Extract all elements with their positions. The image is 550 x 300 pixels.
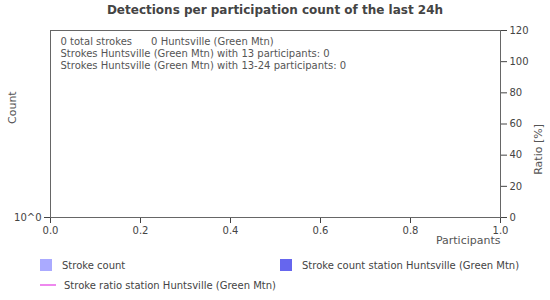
svg-text:0.2: 0.2 — [133, 225, 149, 236]
html-text:Stroke count: Stroke count — [62, 259, 126, 271]
svg-text:0.6: 0.6 — [313, 225, 329, 236]
svg-text:10^0: 10^0 — [14, 212, 41, 223]
svg-text:0: 0 — [510, 212, 516, 223]
svg-text:0 total strokes 0 Huntsvi: 0 total strokes 0 Huntsville (Green Mtn)… — [61, 36, 347, 71]
svg-text:Participants: Participants — [436, 234, 501, 247]
svg-text:Ratio [%]: Ratio [%] — [532, 124, 545, 175]
html-text:Stroke ratio station Huntsvill: Stroke ratio station Huntsville (Green M… — [64, 279, 276, 291]
html-text:Stroke count station Huntsvill: Stroke count station Huntsville (Green M… — [302, 259, 520, 271]
svg-text:40: 40 — [510, 149, 523, 160]
svg-text:1.0: 1.0 — [492, 224, 509, 236]
svg-text:0.8: 0.8 — [403, 225, 419, 236]
svg-text:0.0: 0.0 — [43, 225, 59, 236]
html-text:Detections per participation c: Detections per participation count of th… — [106, 3, 444, 17]
svg-text:100: 100 — [510, 56, 529, 67]
svg-text:60: 60 — [510, 118, 523, 129]
svg-text:80: 80 — [510, 87, 523, 98]
svg-text:Count: Count — [6, 91, 19, 124]
svg-text:120: 120 — [510, 25, 529, 36]
svg-text:20: 20 — [510, 181, 523, 192]
svg-text:0.4: 0.4 — [223, 225, 239, 236]
